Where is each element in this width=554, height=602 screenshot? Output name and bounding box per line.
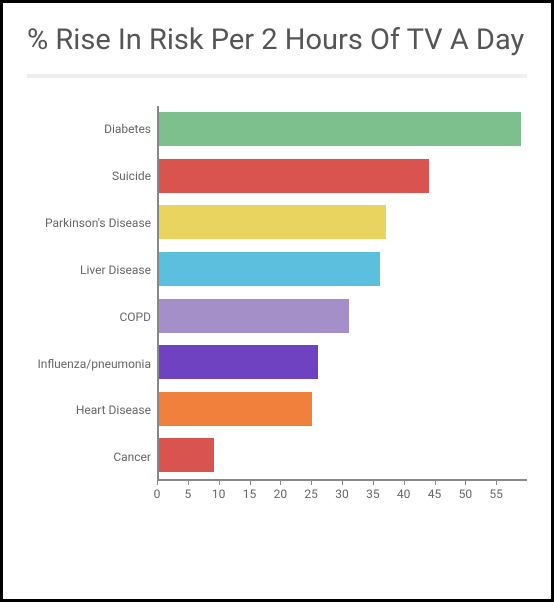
y-axis-labels: Diabetes Suicide Parkinson's Disease Liver … [27,106,151,481]
y-axis-label: Heart Disease [76,403,151,417]
x-tick-mark [342,479,343,485]
x-tick-mark [250,479,251,485]
chart-area: Diabetes Suicide Parkinson's Disease Liver … [27,106,527,516]
bar [159,205,386,239]
y-axis-label: Suicide [112,169,151,183]
y-axis-label: Cancer [113,450,151,464]
x-tick-label: 50 [459,487,473,501]
x-tick-label: 0 [154,487,161,501]
bar [159,252,380,286]
x-tick-label: 35 [366,487,380,501]
plot-area [157,106,527,481]
x-tick-mark [465,479,466,485]
bar [159,392,312,426]
title-divider [27,74,527,78]
bar [159,299,349,333]
x-tick-mark [404,479,405,485]
x-tick-label: 45 [428,487,442,501]
y-axis-label: Influenza/pneumonia [37,357,151,371]
x-tick-label: 30 [335,487,349,501]
x-tick-mark [280,479,281,485]
x-tick-label: 5 [184,487,191,501]
y-axis-label: Liver Disease [80,263,151,277]
bar [159,112,521,146]
bar [159,345,318,379]
x-tick-mark [157,479,158,485]
x-tick-mark [219,479,220,485]
x-tick-mark [188,479,189,485]
y-axis-label: Parkinson's Disease [45,216,151,230]
x-tick-mark [311,479,312,485]
chart-title: % Rise In Risk Per 2 Hours Of TV A Day [27,23,527,58]
chart-card: % Rise In Risk Per 2 Hours Of TV A Day D… [0,0,554,602]
bar [159,438,214,472]
x-tick-label: 15 [243,487,257,501]
x-tick-label: 55 [489,487,503,501]
x-tick-label: 40 [397,487,411,501]
x-tick-mark [496,479,497,485]
x-axis: 0 5 10 15 20 25 30 35 40 45 50 55 [157,481,527,516]
x-tick-label: 10 [212,487,226,501]
x-tick-label: 20 [274,487,288,501]
y-axis-label: COPD [119,310,151,324]
x-tick-label: 25 [304,487,318,501]
bar [159,159,429,193]
x-tick-mark [373,479,374,485]
y-axis-label: Diabetes [104,122,151,136]
x-tick-mark [435,479,436,485]
